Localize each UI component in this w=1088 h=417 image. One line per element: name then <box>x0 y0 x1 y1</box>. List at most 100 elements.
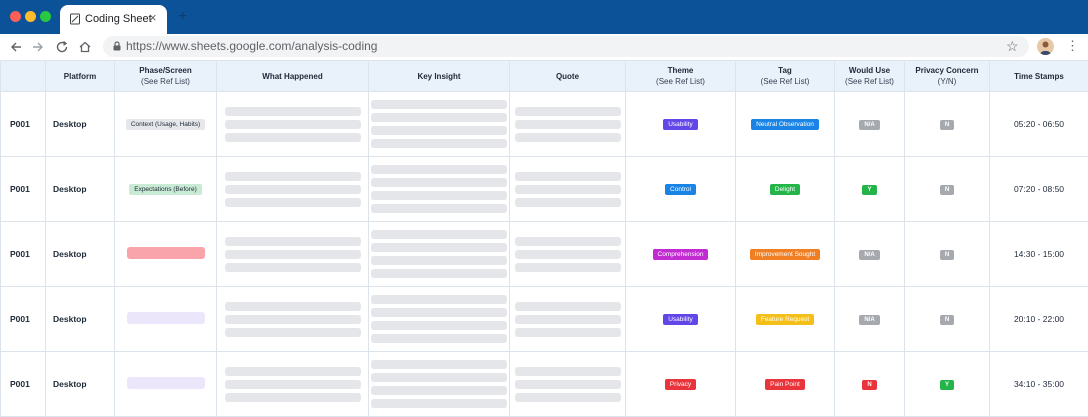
column-header-privacy-concern[interactable]: Privacy Concern(Y/N) <box>905 61 990 92</box>
placeholder-line <box>225 250 361 259</box>
theme-cell[interactable]: Usability <box>626 92 736 157</box>
new-tab-button[interactable]: + <box>178 9 187 25</box>
quote-cell[interactable] <box>510 352 626 417</box>
placeholder-line <box>371 373 507 382</box>
key-insight-cell[interactable] <box>369 222 510 287</box>
theme-badge: Comprehension <box>653 249 709 260</box>
column-header-key-insight[interactable]: Key Insight <box>369 61 510 92</box>
time-stamp-cell[interactable]: 14:30 - 15:00 <box>990 222 1088 287</box>
what-happened-cell[interactable] <box>217 157 369 222</box>
column-title: Key Insight <box>369 71 509 82</box>
theme-cell[interactable]: Comprehension <box>626 222 736 287</box>
platform-cell[interactable]: Desktop <box>46 157 115 222</box>
platform-cell[interactable]: Desktop <box>46 287 115 352</box>
time-stamp-cell[interactable]: 34:10 - 35:00 <box>990 352 1088 417</box>
column-header-theme[interactable]: Theme(See Ref List) <box>626 61 736 92</box>
platform-cell[interactable]: Desktop <box>46 92 115 157</box>
placeholder-line <box>515 107 621 116</box>
what-happened-cell[interactable] <box>217 92 369 157</box>
forward-icon[interactable] <box>30 39 46 55</box>
quote-cell[interactable] <box>510 287 626 352</box>
phase-chip: Context (Usage, Habits) <box>126 119 205 130</box>
theme-cell[interactable]: Privacy <box>626 352 736 417</box>
theme-cell[interactable]: Control <box>626 157 736 222</box>
browser-menu-icon[interactable]: ⋮ <box>1066 39 1079 53</box>
would-use-cell[interactable]: N <box>835 352 905 417</box>
theme-badge: Usability <box>663 119 698 130</box>
would-use-cell[interactable]: N/A <box>835 287 905 352</box>
time-stamp-cell[interactable]: 20:10 - 22:00 <box>990 287 1088 352</box>
participant-cell[interactable]: P001 <box>1 352 46 417</box>
tab-title: Coding Sheet <box>85 13 152 25</box>
tag-cell[interactable]: Pain Point <box>736 352 835 417</box>
key-insight-cell[interactable] <box>369 352 510 417</box>
placeholder-line <box>371 360 507 369</box>
placeholder-line <box>371 204 507 213</box>
placeholder-line <box>371 178 507 187</box>
close-tab-icon[interactable]: × <box>149 11 157 25</box>
tag-cell[interactable]: Delight <box>736 157 835 222</box>
time-stamp-cell[interactable]: 05:20 - 06:50 <box>990 92 1088 157</box>
column-header-tag[interactable]: Tag(See Ref List) <box>736 61 835 92</box>
column-header-would-use[interactable]: Would Use(See Ref List) <box>835 61 905 92</box>
column-header-quote[interactable]: Quote <box>510 61 626 92</box>
tag-cell[interactable]: Neutral Observation <box>736 92 835 157</box>
participant-cell[interactable]: P001 <box>1 287 46 352</box>
would-use-badge: N <box>862 380 876 390</box>
placeholder-line <box>371 191 507 200</box>
participant-cell[interactable]: P001 <box>1 157 46 222</box>
quote-cell[interactable] <box>510 157 626 222</box>
reload-icon[interactable] <box>54 39 70 55</box>
phase-cell[interactable] <box>115 222 217 287</box>
key-insight-cell[interactable] <box>369 287 510 352</box>
time-stamp-cell[interactable]: 07:20 - 08:50 <box>990 157 1088 222</box>
quote-cell[interactable] <box>510 92 626 157</box>
what-happened-cell[interactable] <box>217 352 369 417</box>
maximize-window-button[interactable] <box>40 11 51 22</box>
platform-cell[interactable]: Desktop <box>46 352 115 417</box>
what-happened-cell[interactable] <box>217 287 369 352</box>
bookmark-star-icon[interactable]: ☆ <box>1006 38 1019 55</box>
participant-cell[interactable]: P001 <box>1 92 46 157</box>
phase-cell[interactable] <box>115 287 217 352</box>
browser-tab[interactable]: Coding Sheet × <box>60 5 167 34</box>
placeholder-line <box>371 256 507 265</box>
column-header-platform[interactable]: Platform <box>46 61 115 92</box>
close-window-button[interactable] <box>10 11 21 22</box>
quote-cell[interactable] <box>510 222 626 287</box>
key-insight-cell[interactable] <box>369 157 510 222</box>
privacy-concern-cell[interactable]: N <box>905 157 990 222</box>
back-icon[interactable] <box>8 39 24 55</box>
placeholder-line <box>515 315 621 324</box>
phase-cell[interactable]: Context (Usage, Habits) <box>115 92 217 157</box>
privacy-concern-cell[interactable]: N <box>905 92 990 157</box>
sheet-icon <box>69 13 81 25</box>
platform-cell[interactable]: Desktop <box>46 222 115 287</box>
participant-cell[interactable]: P001 <box>1 222 46 287</box>
column-header-what-happened[interactable]: What Happened <box>217 61 369 92</box>
theme-cell[interactable]: Usability <box>626 287 736 352</box>
key-insight-cell[interactable] <box>369 92 510 157</box>
phase-cell[interactable]: Expectations (Before) <box>115 157 217 222</box>
tag-badge: Pain Point <box>765 379 805 390</box>
privacy-concern-cell[interactable]: Y <box>905 352 990 417</box>
placeholder-line <box>371 295 507 304</box>
profile-avatar[interactable] <box>1037 38 1054 55</box>
would-use-cell[interactable]: N/A <box>835 222 905 287</box>
privacy-concern-cell[interactable]: N <box>905 287 990 352</box>
column-header-time-stamps[interactable]: Time Stamps <box>990 61 1088 92</box>
home-icon[interactable] <box>77 39 93 55</box>
privacy-concern-cell[interactable]: N <box>905 222 990 287</box>
tag-cell[interactable]: Improvement Sought <box>736 222 835 287</box>
minimize-window-button[interactable] <box>25 11 36 22</box>
column-header-participant[interactable] <box>1 61 46 92</box>
what-happened-cell[interactable] <box>217 222 369 287</box>
address-bar[interactable]: https://www.sheets.google.com/analysis-c… <box>103 36 1029 57</box>
would-use-cell[interactable]: Y <box>835 157 905 222</box>
would-use-cell[interactable]: N/A <box>835 92 905 157</box>
phase-cell[interactable] <box>115 352 217 417</box>
column-header-phase-screen[interactable]: Phase/Screen(See Ref List) <box>115 61 217 92</box>
tag-cell[interactable]: Feature Request <box>736 287 835 352</box>
tag-badge: Improvement Sought <box>750 249 820 260</box>
